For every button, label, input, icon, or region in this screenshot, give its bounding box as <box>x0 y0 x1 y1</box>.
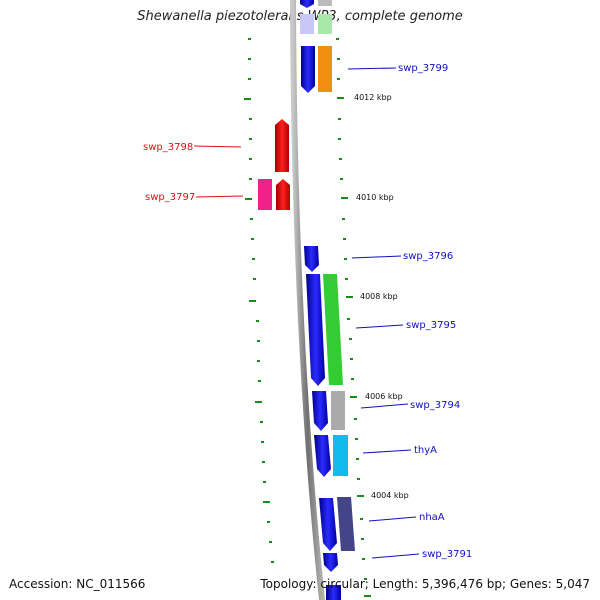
gene-label-swp_3791: swp_3791 <box>422 549 472 560</box>
gene-tag-swp_3794 <box>331 391 345 430</box>
gene-tag-nhaA <box>337 497 355 551</box>
gene-label-swp_3799: swp_3799 <box>398 63 448 74</box>
outer-ruler <box>244 38 274 563</box>
genome-summary-text: Topology: circular; Length: 5,396,476 bp… <box>260 577 590 591</box>
gene-tag-swp_3799 <box>318 46 332 92</box>
gene-swp_3791[interactable]: swp_3791 <box>323 549 472 572</box>
gene-swp_3797[interactable]: swp_3797 <box>145 179 290 210</box>
gene-label-swp_3797: swp_3797 <box>145 192 195 203</box>
gene-label-swp_3796: swp_3796 <box>403 251 453 262</box>
gene-tag-thyA <box>333 435 348 476</box>
gene-tag-swp_3795 <box>323 274 343 385</box>
gene-label-nhaA: nhaA <box>419 512 445 523</box>
gene-tag-swp_3797 <box>258 179 272 210</box>
inner-ruler <box>336 38 371 597</box>
gene-swp_3798[interactable]: swp_3798 <box>143 119 289 172</box>
gene-swp_3796[interactable]: swp_3796 <box>304 246 453 272</box>
scale-labels: 4012 kbp 4010 kbp 4008 kbp 4006 kbp 4004… <box>354 93 409 500</box>
gene-top-partial[interactable] <box>300 0 332 34</box>
genome-backbone <box>290 0 325 600</box>
gene-nhaA[interactable]: nhaA <box>319 497 445 551</box>
scale-label-4012: 4012 kbp <box>354 93 392 102</box>
scale-label-4006: 4006 kbp <box>365 392 403 401</box>
scale-label-4008: 4008 kbp <box>360 292 398 301</box>
gene-thyA[interactable]: thyA <box>314 435 437 477</box>
scale-label-4010: 4010 kbp <box>356 193 394 202</box>
gene-label-swp_3798: swp_3798 <box>143 142 193 153</box>
gene-label-thyA: thyA <box>414 445 437 456</box>
gene-swp_3795[interactable]: swp_3795 <box>306 274 456 386</box>
scale-label-4004: 4004 kbp <box>371 491 409 500</box>
gene-label-swp_3795: swp_3795 <box>406 320 456 331</box>
accession-text: Accession: NC_011566 <box>9 577 146 591</box>
gene-swp_3799[interactable]: swp_3799 <box>301 46 448 93</box>
gene-bottom-partial[interactable] <box>326 585 341 600</box>
gene-swp_3794[interactable]: swp_3794 <box>312 391 460 431</box>
gene-label-swp_3794: swp_3794 <box>410 400 460 411</box>
